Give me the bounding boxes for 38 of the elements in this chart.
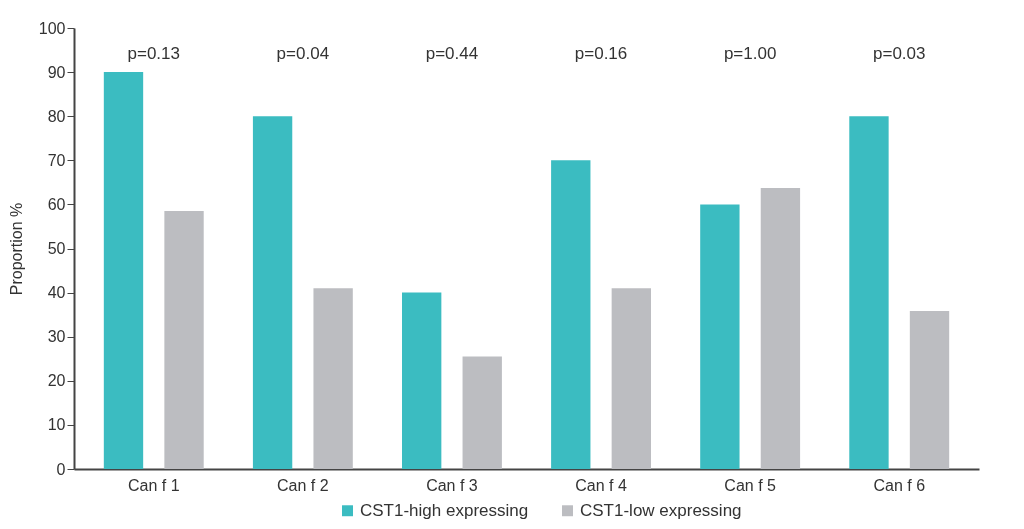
y-tick-label: 20 — [47, 372, 66, 390]
x-tick-label: Can f 3 — [426, 476, 478, 494]
y-tick-label: 70 — [47, 151, 66, 169]
x-tick-label: Can f 1 — [127, 476, 180, 494]
y-tick-label: 10 — [47, 416, 66, 434]
bar — [700, 204, 740, 469]
y-tick-label: 0 — [56, 460, 66, 478]
bar — [909, 311, 950, 469]
y-tick-label: 80 — [47, 107, 66, 125]
annotation: p=0.13 — [127, 44, 181, 63]
legend-label: CST1-high expressing — [360, 500, 529, 520]
bar — [313, 288, 353, 469]
x-tick-label: Can f 5 — [724, 476, 777, 494]
annotation: p=0.03 — [872, 44, 926, 63]
x-tick-label: Can f 6 — [873, 476, 926, 494]
bar — [103, 72, 144, 469]
bar — [402, 292, 442, 469]
annotation: p=1.00 — [723, 44, 777, 63]
annotation: p=0.16 — [574, 44, 628, 63]
y-axis-title: Proportion % — [7, 202, 25, 296]
bar — [849, 116, 889, 469]
x-tick-label: Can f 2 — [277, 476, 329, 494]
bar — [551, 160, 591, 469]
x-tick-label: Can f 4 — [575, 476, 627, 494]
bar — [252, 116, 293, 469]
y-tick-label: 60 — [47, 195, 66, 213]
bar — [164, 211, 204, 469]
legend-label: CST1-low expressing — [580, 500, 742, 520]
bar — [760, 188, 801, 469]
y-tick-label: 40 — [47, 284, 66, 302]
y-tick-label: 30 — [47, 328, 66, 346]
y-tick-label: 90 — [47, 63, 66, 81]
annotation: p=0.04 — [276, 44, 330, 63]
y-tick-label: 100 — [38, 19, 66, 37]
bar — [462, 356, 502, 469]
y-tick-label: 50 — [47, 240, 66, 257]
bar — [611, 288, 651, 469]
annotation: p=0.44 — [425, 44, 479, 63]
